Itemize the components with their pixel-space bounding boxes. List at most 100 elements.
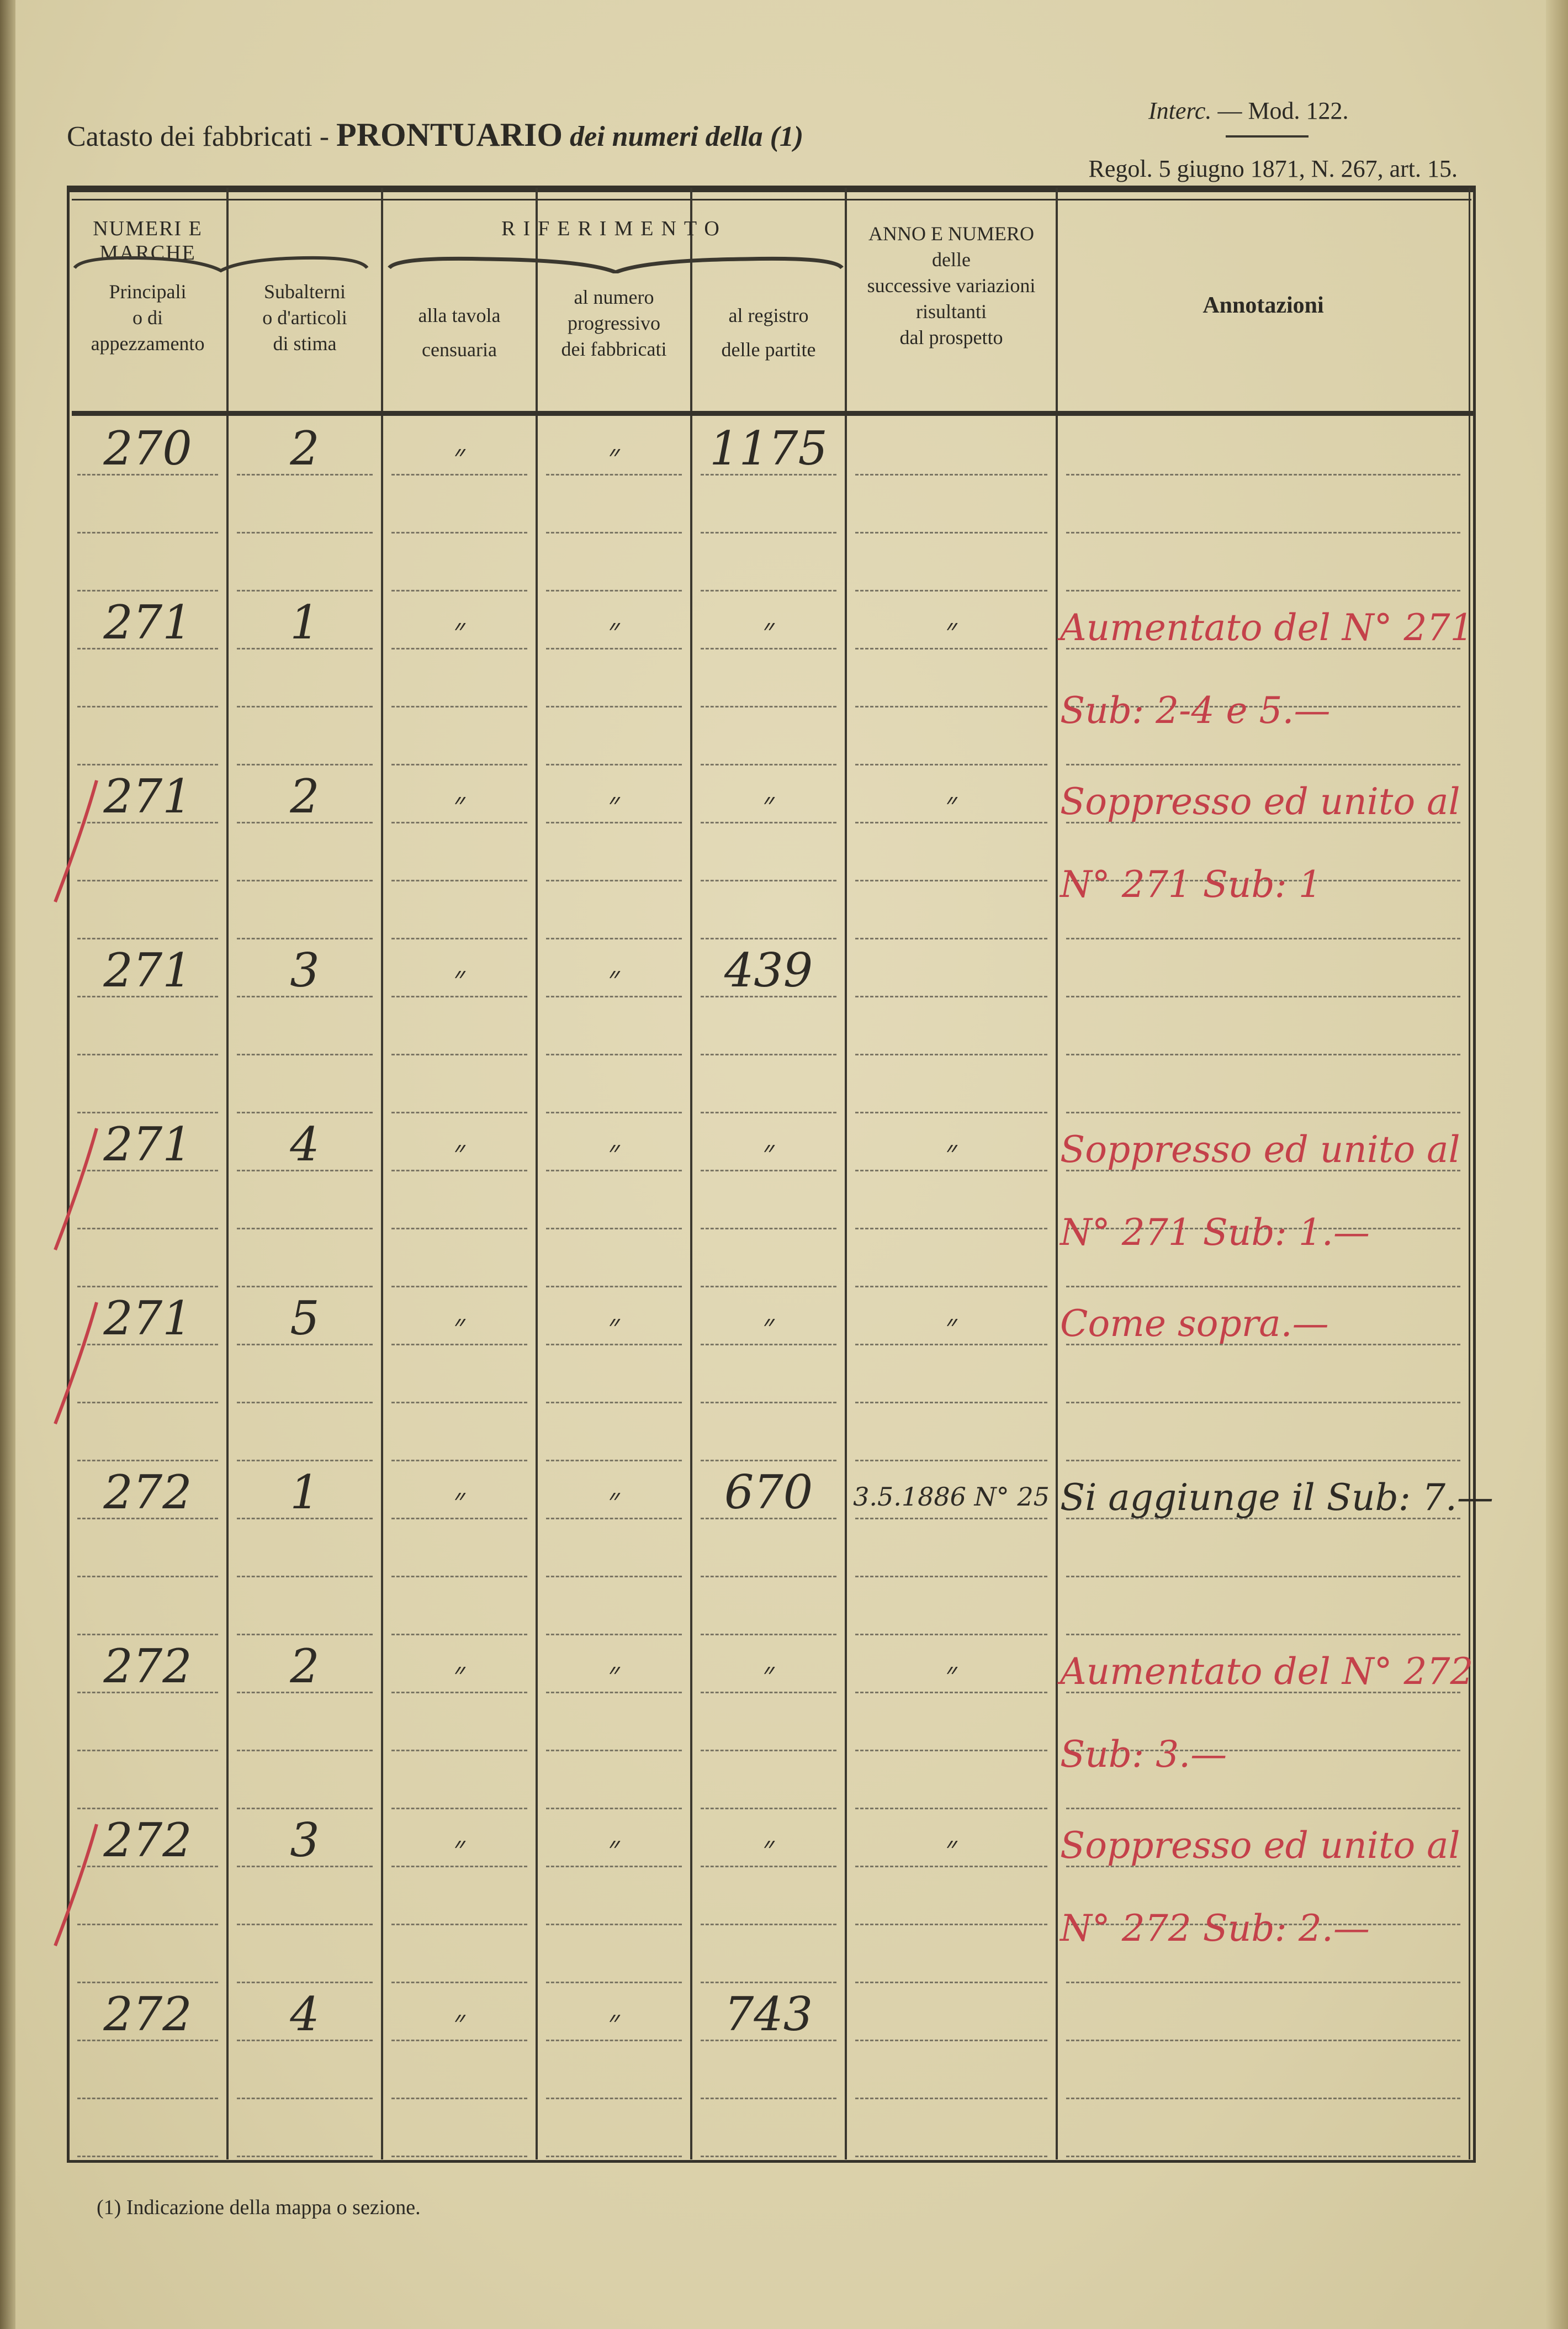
row-rule — [237, 1286, 373, 1287]
row-rule — [77, 880, 218, 881]
row-rule — [237, 880, 373, 881]
form-model-number: Interc. — Mod. 122. — [1148, 97, 1349, 125]
cell-numero: ״ — [608, 1482, 620, 1518]
header-line: risultanti — [916, 300, 987, 323]
header-tavola: alla tavola censuaria — [383, 298, 536, 367]
row-rule — [77, 1924, 218, 1925]
cell-sub: 3 — [290, 943, 320, 997]
row-rule — [546, 880, 682, 881]
row-rule — [77, 706, 218, 707]
row-rule — [391, 1460, 527, 1461]
row-rule — [237, 1228, 373, 1229]
row-rule — [1066, 822, 1460, 823]
cell-annotazioni: Soppresso ed unito al N° 271 Sub: 1.— — [1060, 1128, 1460, 1294]
row-rule — [546, 1634, 682, 1635]
row-rule — [77, 1402, 218, 1403]
row-rule — [237, 2040, 373, 2041]
cell-principale: 272 — [103, 1639, 192, 1693]
interc-label: Interc. — [1148, 97, 1212, 124]
row-rule — [701, 1170, 836, 1171]
row-rule — [546, 1576, 682, 1577]
row-rule — [1066, 1344, 1460, 1345]
title-suffix: dei numeri della (1) — [570, 121, 804, 152]
header-line: o d'articoli — [262, 307, 347, 329]
row-rule — [855, 1402, 1047, 1403]
row-rule — [77, 764, 218, 765]
cell-registro: ״ — [762, 1656, 775, 1692]
cell-anno: ״ — [945, 786, 957, 822]
header-rule — [1226, 135, 1309, 138]
cell-tavola: ״ — [453, 612, 465, 648]
row-rule — [1066, 764, 1460, 765]
cell-principale: 271 — [103, 943, 192, 997]
row-rule — [77, 1866, 218, 1867]
row-rule — [855, 2040, 1047, 2041]
cell-sub: 2 — [290, 1639, 320, 1693]
column-divider — [1056, 188, 1058, 2159]
row-rule — [546, 2040, 682, 2041]
row-rule — [701, 590, 836, 592]
row-rule — [391, 1750, 527, 1751]
cell-numero: ״ — [608, 1134, 620, 1170]
cancel-mark — [54, 1302, 98, 1425]
row-rule — [237, 2156, 373, 2157]
row-rule — [77, 996, 218, 997]
cell-numero: ״ — [608, 960, 620, 996]
row-rule — [546, 822, 682, 823]
cell-annotazioni: Si aggiunge il Sub: 7.— — [1060, 1476, 1493, 1559]
header-line: al numero — [574, 286, 654, 308]
row-rule — [237, 474, 373, 476]
row-rule — [546, 648, 682, 649]
row-rule — [77, 590, 218, 592]
row-rule — [77, 1170, 218, 1171]
footnote: (1) Indicazione della mappa o sezione. — [97, 2196, 421, 2219]
row-rule — [237, 1924, 373, 1925]
cell-tavola: ״ — [453, 438, 465, 474]
row-rule — [701, 1228, 836, 1229]
row-rule — [391, 1576, 527, 1577]
form-title: Catasto dei fabbricati - PRONTUARIO dei … — [67, 116, 803, 154]
brace-numeri — [73, 256, 369, 273]
row-rule — [701, 2098, 836, 2099]
row-rule — [855, 1286, 1047, 1287]
row-rule — [237, 764, 373, 765]
annotation-line: Aumentato del N° 271 — [1060, 606, 1474, 649]
row-rule — [391, 1170, 527, 1171]
row-rule — [855, 1576, 1047, 1577]
annotation-line: Come sopra.— — [1060, 1302, 1329, 1345]
row-rule — [391, 764, 527, 765]
row-rule — [77, 1228, 218, 1229]
cell-annotazioni: Aumentato del N° 271 Sub: 2-4 e 5.— — [1060, 606, 1474, 772]
header-line: delle partite — [721, 339, 816, 361]
row-rule — [237, 590, 373, 592]
row-rule — [855, 2098, 1047, 2099]
row-rule — [391, 1866, 527, 1867]
row-rule — [855, 1750, 1047, 1751]
row-rule — [1066, 1982, 1460, 1983]
row-rule — [701, 1054, 836, 1055]
row-rule — [237, 822, 373, 823]
header-line: progressivo — [568, 312, 660, 334]
row-rule — [77, 1634, 218, 1635]
row-rule — [1066, 648, 1460, 649]
header-line: dei fabbricati — [561, 338, 667, 360]
row-rule — [855, 1692, 1047, 1693]
page-left-edge — [0, 0, 15, 2329]
row-rule — [391, 1402, 527, 1403]
row-rule — [701, 706, 836, 707]
row-rule — [701, 1286, 836, 1287]
row-rule — [546, 1228, 682, 1229]
row-rule — [77, 1344, 218, 1345]
row-rule — [855, 706, 1047, 707]
header-line: ANNO E NUMERO — [868, 223, 1034, 245]
row-rule — [237, 706, 373, 707]
annotation-line: Soppresso ed unito al — [1060, 1128, 1460, 1171]
mod-label: — Mod. 122. — [1217, 97, 1349, 124]
row-rule — [237, 648, 373, 649]
row-rule — [546, 590, 682, 592]
row-rule — [701, 474, 836, 476]
row-rule — [391, 590, 527, 592]
row-rule — [855, 1344, 1047, 1345]
cell-sub: 1 — [290, 1465, 320, 1519]
cell-annotazioni: Come sopra.— — [1060, 1302, 1329, 1385]
